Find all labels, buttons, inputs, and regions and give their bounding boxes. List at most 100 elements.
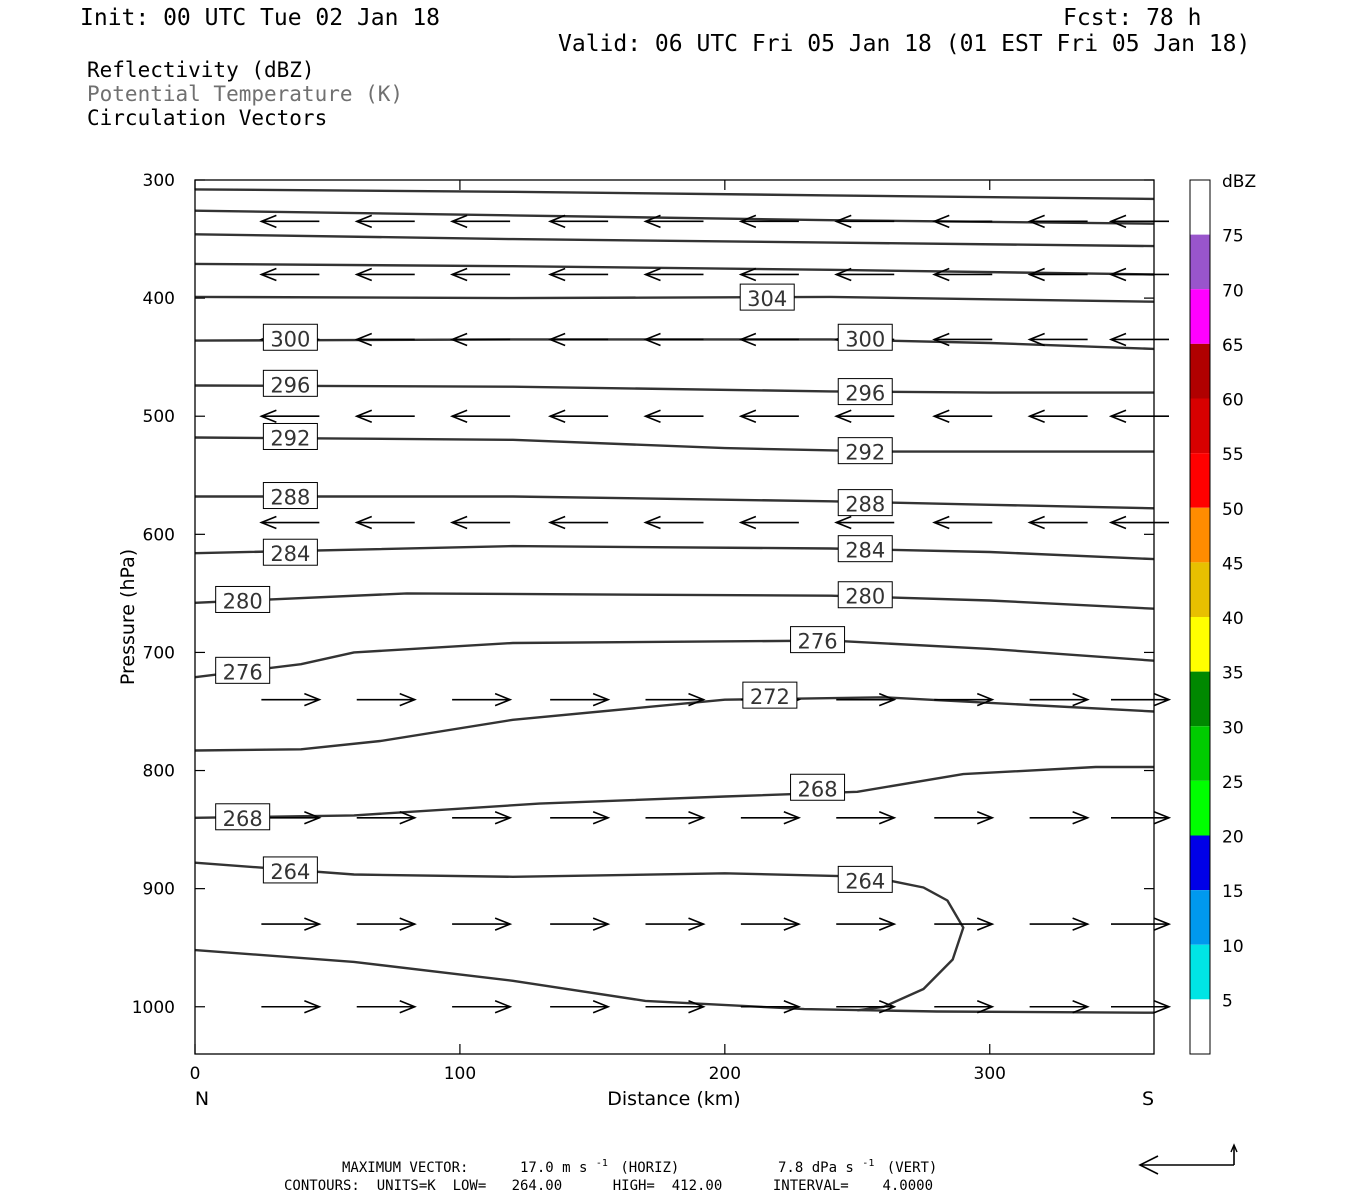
circulation-vector	[932, 267, 993, 282]
max-vector-vert-exp: -1	[862, 1158, 874, 1169]
circulation-vector	[452, 917, 513, 931]
theta-contour-line	[194, 295, 1155, 303]
x-tick-label: 300	[974, 1064, 1006, 1084]
init-time: Init: 00 UTC Tue 02 Jan 18	[80, 5, 440, 31]
x-tick-label: 200	[709, 1064, 741, 1084]
circulation-vector	[932, 332, 993, 347]
colorbar-swatch	[1190, 671, 1210, 727]
svg-text:268: 268	[223, 807, 263, 831]
circulation-vector	[836, 1000, 897, 1014]
circulation-vector	[1029, 917, 1090, 931]
circulation-vector	[1108, 214, 1169, 229]
circulation-vector	[740, 917, 802, 931]
circulation-vector	[738, 332, 799, 347]
theta-contour-line	[194, 338, 1155, 351]
max-vector-vert-tail: (VERT)	[887, 1160, 938, 1176]
colorbar-tick-label: 75	[1222, 227, 1244, 247]
theta-contour-line	[194, 188, 1155, 201]
x-end-label-south: S	[1142, 1088, 1154, 1110]
svg-text:288: 288	[845, 493, 885, 517]
colorbar-swatch	[1190, 180, 1210, 235]
x-axis-ticks: 0 100 200 300	[190, 180, 1006, 1084]
contour-label: 300	[837, 323, 893, 351]
colorbar-tick-label: 35	[1222, 664, 1244, 684]
colorbar-tick-label: 25	[1222, 773, 1244, 793]
circulation-vector	[547, 515, 609, 530]
contour-label: 276	[215, 656, 271, 684]
colorbar-tick-label: 40	[1222, 609, 1244, 629]
theta-contour-line	[195, 495, 1155, 510]
circulation-vector	[645, 1000, 706, 1014]
circulation-vector	[932, 409, 993, 423]
y-axis-title: Pressure (hPa)	[117, 549, 139, 685]
circulation-vector	[1029, 1000, 1090, 1014]
circulation-vector	[449, 267, 511, 282]
svg-text:272: 272	[750, 685, 790, 709]
svg-text:296: 296	[270, 373, 310, 397]
circulation-vector	[547, 267, 609, 282]
colorbar-tick-label: 5	[1222, 991, 1233, 1011]
colorbar-swatch	[1190, 780, 1210, 836]
colorbar-swatch	[1190, 343, 1210, 399]
circulation-vector	[1111, 692, 1172, 707]
circulation-vector	[452, 692, 513, 707]
y-axis-ticks: 300 400 500 600 700 800 900 1000	[132, 171, 1154, 1018]
circulation-vector	[356, 1000, 417, 1014]
x-tick-label: 100	[444, 1064, 476, 1084]
x-tick-label: 0	[190, 1064, 201, 1084]
circulation-vector	[356, 692, 417, 707]
circulation-vector	[1027, 214, 1088, 229]
contour-label: 280	[215, 585, 271, 613]
max-vector-vert: 7.8 dPa s	[778, 1160, 854, 1176]
x-end-label-north: N	[195, 1088, 209, 1110]
colorbar-swatch	[1190, 453, 1210, 508]
circulation-vector	[550, 1000, 611, 1014]
circulation-vector	[1108, 332, 1169, 347]
circulation-vector	[1108, 267, 1169, 282]
circulation-vector	[449, 515, 511, 530]
circulation-vector	[1111, 811, 1172, 825]
svg-text:268: 268	[798, 777, 838, 801]
circulation-vector	[932, 214, 993, 229]
svg-text:292: 292	[845, 441, 885, 465]
colorbar-swatch	[1190, 289, 1210, 344]
theta-contour-line	[194, 592, 1155, 610]
svg-text:284: 284	[270, 542, 310, 566]
circulation-vector	[354, 214, 415, 229]
circulation-vector	[1111, 917, 1172, 931]
theta-contour-line	[194, 384, 1154, 394]
theta-contour-line	[194, 861, 965, 1012]
valid-time: Valid: 06 UTC Fri 05 Jan 18 (01 EST Fri …	[558, 31, 1250, 57]
field-reflectivity: Reflectivity (dBZ)	[87, 58, 315, 82]
colorbar-frame	[1189, 179, 1211, 1055]
max-vector-horiz: 17.0 m s	[520, 1160, 587, 1176]
y-tick-label: 500	[143, 407, 175, 427]
theta-contour-line	[194, 262, 1155, 276]
circulation-vector	[1027, 267, 1088, 282]
circulation-vector	[449, 214, 511, 229]
circulation-vector	[1027, 332, 1088, 347]
circulation-vector	[452, 1000, 513, 1014]
svg-text:264: 264	[845, 869, 885, 893]
colorbar-unit: dBZ	[1222, 172, 1256, 192]
contour-label: 264	[837, 865, 893, 893]
svg-text:288: 288	[270, 486, 310, 510]
colorbar-swatch	[1190, 835, 1210, 891]
max-vector-horiz-tail: (HORIZ)	[620, 1160, 679, 1176]
circulation-vector	[645, 811, 706, 825]
contour-label: 272	[742, 681, 798, 709]
circulation-vector	[261, 692, 322, 707]
circulation-vector	[740, 1000, 802, 1014]
forecast-hour: Fcst: 78 h	[1063, 5, 1201, 31]
contour-label: 288	[837, 489, 893, 517]
colorbar-tick-label: 30	[1222, 718, 1244, 738]
theta-contour-line	[194, 639, 1155, 679]
svg-text:264: 264	[270, 860, 310, 884]
circulation-vector	[643, 214, 704, 229]
circulation-vector	[645, 692, 706, 707]
theta-contour-line	[194, 765, 1154, 819]
svg-text:304: 304	[747, 287, 787, 311]
y-tick-label: 400	[143, 289, 175, 309]
contour-label: 296	[837, 378, 893, 406]
